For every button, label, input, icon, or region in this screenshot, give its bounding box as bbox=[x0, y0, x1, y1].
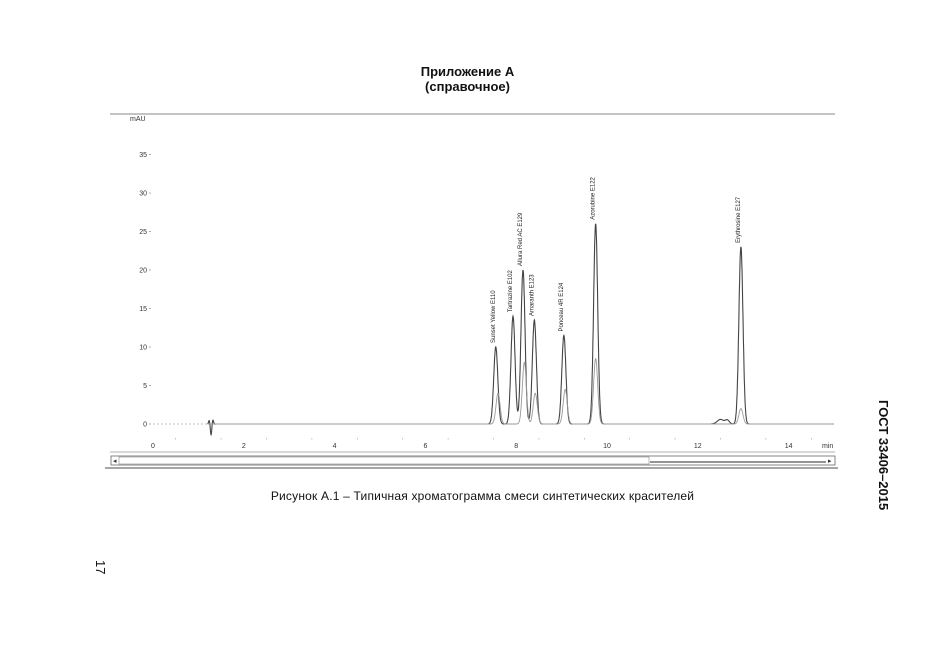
chart-axes: 0 5 10 15 20 25 30 35 mAU 0 2 4 6 8 10 12 14 min bbox=[130, 116, 833, 450]
x-tick-label: 4 bbox=[333, 443, 337, 450]
standard-number: ГОСТ 33406–2015 bbox=[876, 400, 891, 511]
chromatogram-trace bbox=[207, 357, 834, 425]
scroll-right-arrow[interactable]: ▸ bbox=[828, 458, 832, 465]
x-tick-label: 6 bbox=[423, 443, 427, 450]
x-tick-label: 10 bbox=[603, 443, 611, 450]
y-tick-label: 30 bbox=[139, 191, 147, 198]
x-tick-label: 2 bbox=[242, 443, 246, 450]
y-tick-label: 35 bbox=[139, 152, 147, 159]
y-axis-label: mAU bbox=[130, 116, 146, 123]
appendix-title: Приложение А bbox=[420, 64, 515, 79]
y-tick-label: 5 bbox=[143, 383, 147, 390]
peak-label: Ponceau 4R E124 bbox=[559, 282, 565, 331]
peak-label: Erythrosine E127 bbox=[736, 196, 742, 243]
chart-series bbox=[207, 223, 834, 437]
peak-label: Tartrazine E102 bbox=[508, 270, 514, 313]
x-tick-label: 12 bbox=[694, 443, 702, 450]
x-tick-label: 14 bbox=[785, 443, 793, 450]
horizontal-scrollbar[interactable]: ◂ ▸ bbox=[110, 455, 836, 466]
x-tick-label: 0 bbox=[151, 443, 155, 450]
y-tick-label: 0 bbox=[143, 422, 147, 429]
y-tick-label: 20 bbox=[139, 268, 147, 275]
y-tick-label: 10 bbox=[139, 345, 147, 352]
figure-caption: Рисунок А.1 – Типичная хроматограмма сме… bbox=[270, 489, 695, 503]
x-axis-label: min bbox=[822, 443, 833, 450]
peak-labels: Sunset Yellow E110 Tartrazine E102 Allura … bbox=[491, 176, 742, 343]
appendix-header: Приложение А (справочное) bbox=[0, 64, 935, 94]
y-tick-label: 25 bbox=[139, 229, 147, 236]
peak-label: Azorubine E122 bbox=[591, 176, 597, 219]
appendix-subtitle: (справочное) bbox=[425, 79, 510, 94]
peak-label: Sunset Yellow E110 bbox=[491, 290, 497, 343]
y-tick-label: 15 bbox=[139, 306, 147, 313]
peak-label: Amaranth E123 bbox=[529, 274, 535, 316]
page-number: 17 bbox=[93, 560, 108, 575]
x-tick-label: 8 bbox=[514, 443, 518, 450]
scrollbar-thumb[interactable] bbox=[118, 456, 650, 465]
scroll-left-arrow[interactable]: ◂ bbox=[113, 458, 117, 465]
peak-label: Allura Red AC E129 bbox=[518, 212, 524, 266]
